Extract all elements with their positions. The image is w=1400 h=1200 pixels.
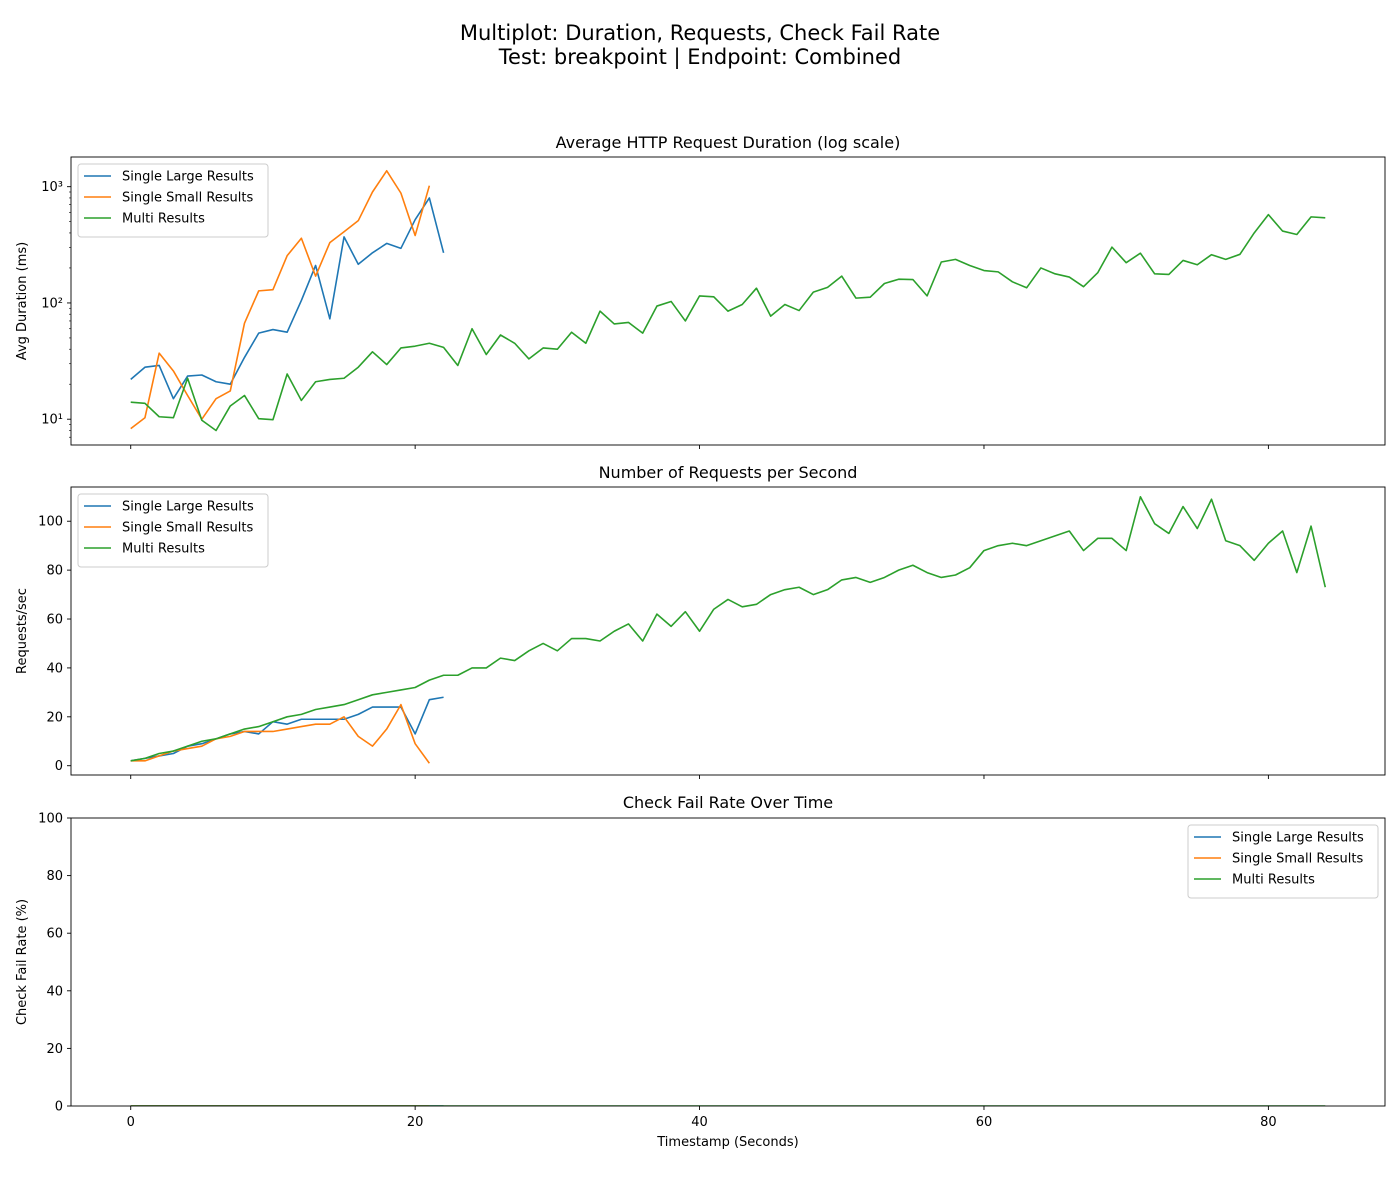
failrate-legend-label: Single Small Results: [1232, 852, 1364, 867]
duration-series-single-small-line: [130, 169, 431, 430]
duration-axes-frame: [70, 156, 1386, 446]
failrate-ylabel: Check Fail Rate (%): [15, 899, 30, 1025]
failrate-panel-title: Check Fail Rate Over Time: [623, 793, 833, 812]
duration-legend: Single Large Results Single Small Results…: [77, 163, 269, 238]
requests-legend-label: Multi Results: [122, 542, 205, 557]
failrate-ytick-label: 0: [55, 1100, 63, 1115]
duration-ytick-label: 10³: [41, 180, 63, 195]
requests-ytick-label: 60: [46, 613, 63, 628]
failrate-xtick-label: 60: [976, 1115, 993, 1130]
failrate-xtick-label: 40: [691, 1115, 708, 1130]
duration-legend-label: Single Small Results: [122, 191, 254, 206]
requests-ytick-label: 20: [46, 710, 63, 725]
duration-series-single-large-line: [130, 197, 445, 400]
requests-legend-label: Single Large Results: [122, 500, 254, 515]
requests-legend: Single Large Results Single Small Results…: [77, 493, 269, 568]
failrate-ytick-label: 40: [46, 984, 63, 999]
duration-ytick-label: 10¹: [41, 413, 63, 428]
failrate-axes-frame: [70, 817, 1386, 1107]
failrate-ytick-label: 20: [46, 1042, 63, 1057]
requests-ytick-label: 80: [46, 564, 63, 579]
duration-series-multi-line: [130, 213, 1326, 432]
requests-series-multi-line: [130, 495, 1327, 762]
failrate-legend-label: Single Large Results: [1232, 831, 1364, 846]
x-axis-label: Timestamp (Seconds): [656, 1135, 798, 1150]
requests-legend-label: Single Small Results: [122, 521, 254, 536]
duration-panel: Average HTTP Request Duration (log scale…: [15, 133, 1386, 449]
requests-ylabel: Requests/sec: [15, 588, 30, 674]
duration-legend-label: Multi Results: [122, 212, 205, 227]
requests-panel-title: Number of Requests per Second: [599, 463, 858, 482]
figure-title-line1: Multiplot: Duration, Requests, Check Fai…: [460, 21, 940, 45]
requests-panel: Number of Requests per Second Requests/s…: [15, 463, 1386, 779]
requests-ytick-label: 100: [38, 515, 63, 530]
failrate-ytick-label: 100: [38, 812, 63, 827]
failrate-xtick-label: 20: [407, 1115, 424, 1130]
requests-series-single-small-line: [130, 703, 431, 764]
failrate-xtick-label: 80: [1260, 1115, 1277, 1130]
failrate-ytick-label: 80: [46, 869, 63, 884]
requests-axes-frame: [70, 486, 1386, 776]
figure-title-line2: Test: breakpoint | Endpoint: Combined: [498, 45, 901, 70]
failrate-xtick-label: 0: [127, 1115, 135, 1130]
requests-ytick-label: 0: [55, 759, 63, 774]
duration-ylabel: Avg Duration (ms): [15, 242, 30, 360]
duration-panel-title: Average HTTP Request Duration (log scale…: [556, 133, 901, 152]
duration-legend-label: Single Large Results: [122, 170, 254, 185]
failrate-ytick-label: 60: [46, 927, 63, 942]
failrate-legend: Single Large Results Single Small Results…: [1187, 824, 1379, 899]
duration-ytick-label: 10²: [41, 296, 63, 311]
failrate-panel: Check Fail Rate Over Time Check Fail Rat…: [15, 793, 1386, 1130]
requests-ytick-label: 40: [46, 661, 63, 676]
failrate-legend-label: Multi Results: [1232, 873, 1315, 888]
